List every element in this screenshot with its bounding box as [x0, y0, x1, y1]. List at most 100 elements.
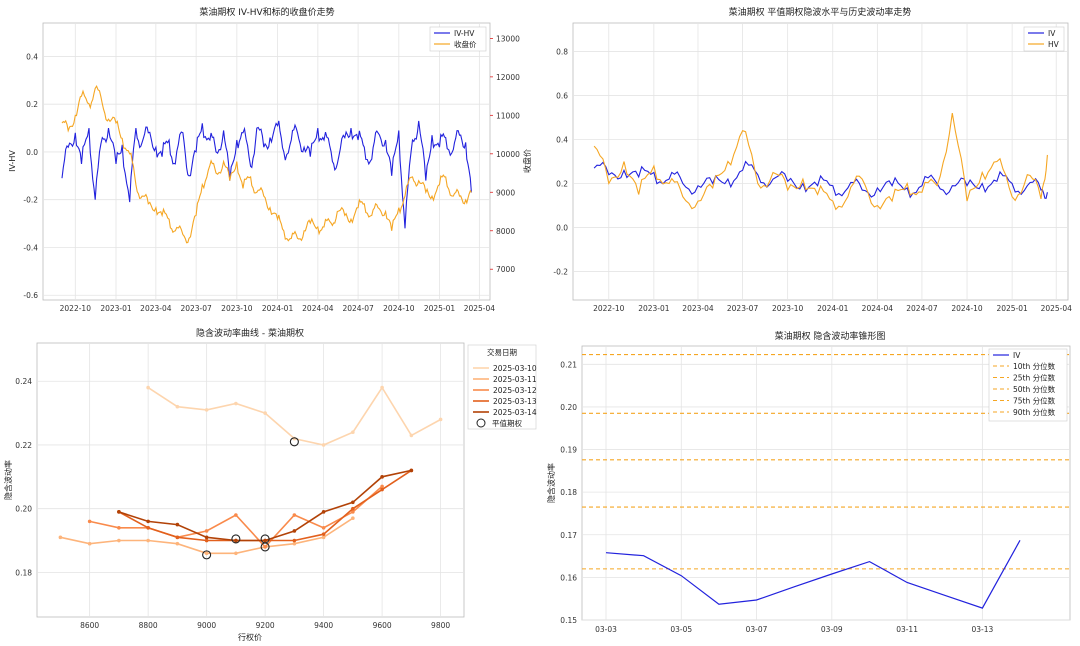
y-tick-label: 0.6	[556, 92, 568, 101]
legend-label: 收盘价	[454, 39, 477, 49]
data-point	[175, 522, 180, 527]
x-tick-label: 9200	[256, 621, 275, 630]
y-tick-label: 0.2	[26, 100, 38, 109]
data-point	[380, 385, 384, 390]
x-tick-label: 2024-07	[906, 304, 938, 313]
x-tick-label: 2024-04	[302, 304, 334, 313]
legend-label: 2025-03-14	[493, 408, 537, 417]
y-tick-label: 0.18	[560, 488, 577, 497]
series-line	[61, 120, 472, 229]
data-point	[380, 475, 384, 479]
data-point	[321, 510, 326, 514]
data-point	[292, 541, 297, 546]
legend-label: IV	[1013, 351, 1021, 360]
x-tick-label: 2023-07	[727, 304, 759, 313]
data-point	[58, 535, 63, 540]
x-tick-label: 2024-01	[262, 304, 294, 313]
data-point	[351, 430, 355, 435]
y-axis-label: IV-HV	[8, 150, 17, 172]
data-point	[175, 404, 180, 409]
data-point	[321, 535, 326, 540]
legend-label: 2025-03-10	[493, 364, 537, 373]
y-tick-label: 0.17	[560, 531, 577, 540]
plot-area	[581, 345, 1071, 621]
x-tick-label: 03-07	[746, 625, 768, 634]
legend-label: 2025-03-13	[493, 397, 537, 406]
legend-label: IV-HV	[454, 29, 475, 38]
series-line	[605, 540, 1021, 609]
data-point	[204, 535, 209, 540]
data-point	[204, 529, 209, 533]
data-point	[234, 401, 238, 406]
data-point	[380, 484, 384, 489]
x-tick-label: 2023-04	[140, 304, 172, 313]
x-tick-label: 2022-10	[60, 304, 92, 313]
chart-title: 菜油期权 隐含波动率锥形图	[775, 330, 886, 342]
y2-tick-label: 7000	[496, 265, 515, 274]
legend-label: 平值期权	[492, 418, 522, 428]
y-tick-label: 0.15	[560, 616, 577, 625]
x-tick-label: 2024-10	[951, 304, 983, 313]
legend-label: 75th 分位数	[1013, 396, 1056, 406]
data-point	[234, 551, 238, 556]
legend-label: IV	[1048, 29, 1056, 38]
legend: IV-HV 收盘价	[429, 26, 487, 52]
x-tick-label: 2024-07	[342, 304, 374, 313]
legend-label: 90th 分位数	[1013, 407, 1056, 417]
x-tick-label: 03-13	[971, 625, 993, 634]
y-tick-label: 0.8	[556, 48, 568, 57]
data-point	[292, 513, 297, 517]
data-point	[321, 532, 326, 536]
plot-area	[42, 22, 491, 301]
data-point	[204, 551, 209, 556]
plot-area	[572, 22, 1069, 301]
y2-tick-label: 13000	[496, 34, 520, 43]
x-tick-label: 03-11	[896, 625, 918, 634]
y2-tick-label: 11000	[496, 111, 520, 120]
data-point	[234, 513, 238, 517]
data-point	[263, 411, 267, 415]
chart-title: 菜油期权 平值期权隐波水平与历史波动率走势	[729, 6, 912, 18]
x-tick-label: 2023-07	[180, 304, 212, 313]
y-tick-label: 0.4	[26, 52, 38, 61]
series-line	[593, 113, 1048, 211]
data-point	[117, 510, 121, 514]
y2-axis-label: 收盘价	[522, 149, 532, 173]
y-axis-label: 隐含波动率	[3, 460, 13, 500]
data-point	[234, 538, 238, 543]
data-point	[351, 500, 355, 505]
y-tick-label: -0.2	[23, 196, 38, 205]
data-point	[292, 538, 297, 543]
legend-title: 交易日期	[487, 347, 517, 357]
x-tick-label: 03-09	[821, 625, 843, 634]
x-tick-label: 2023-01	[100, 304, 132, 313]
data-point	[351, 516, 355, 521]
series-line	[61, 85, 472, 244]
iv-hv-chart: 菜油期权 平值期权隐波水平与历史波动率走势 2022-10 2023-01 2023…	[553, 6, 1072, 313]
atm-marker	[260, 534, 270, 544]
y2-tick-label: 8000	[496, 227, 515, 236]
y2-tick-label: 12000	[496, 73, 520, 82]
data-point	[438, 417, 443, 422]
x-tick-label: 9600	[373, 621, 392, 630]
x-tick-label: 9800	[431, 621, 450, 630]
y-tick-label: 0.24	[15, 377, 32, 386]
x-tick-label: 2024-04	[862, 304, 894, 313]
y-tick-label: 0.0	[556, 223, 568, 232]
y-tick-label: 0.2	[556, 179, 568, 188]
data-point	[292, 529, 297, 533]
data-point	[146, 385, 150, 390]
x-tick-label: 2023-10	[221, 304, 253, 313]
data-point	[117, 525, 121, 530]
data-point	[263, 538, 267, 543]
y-tick-label: -0.4	[23, 243, 38, 252]
data-point	[351, 506, 355, 511]
data-point	[204, 538, 209, 543]
y-tick-label: 0.20	[560, 403, 577, 412]
data-point	[409, 468, 414, 473]
data-point	[87, 541, 92, 546]
x-tick-label: 8600	[80, 621, 99, 630]
data-point	[263, 545, 267, 549]
data-point	[117, 538, 121, 543]
